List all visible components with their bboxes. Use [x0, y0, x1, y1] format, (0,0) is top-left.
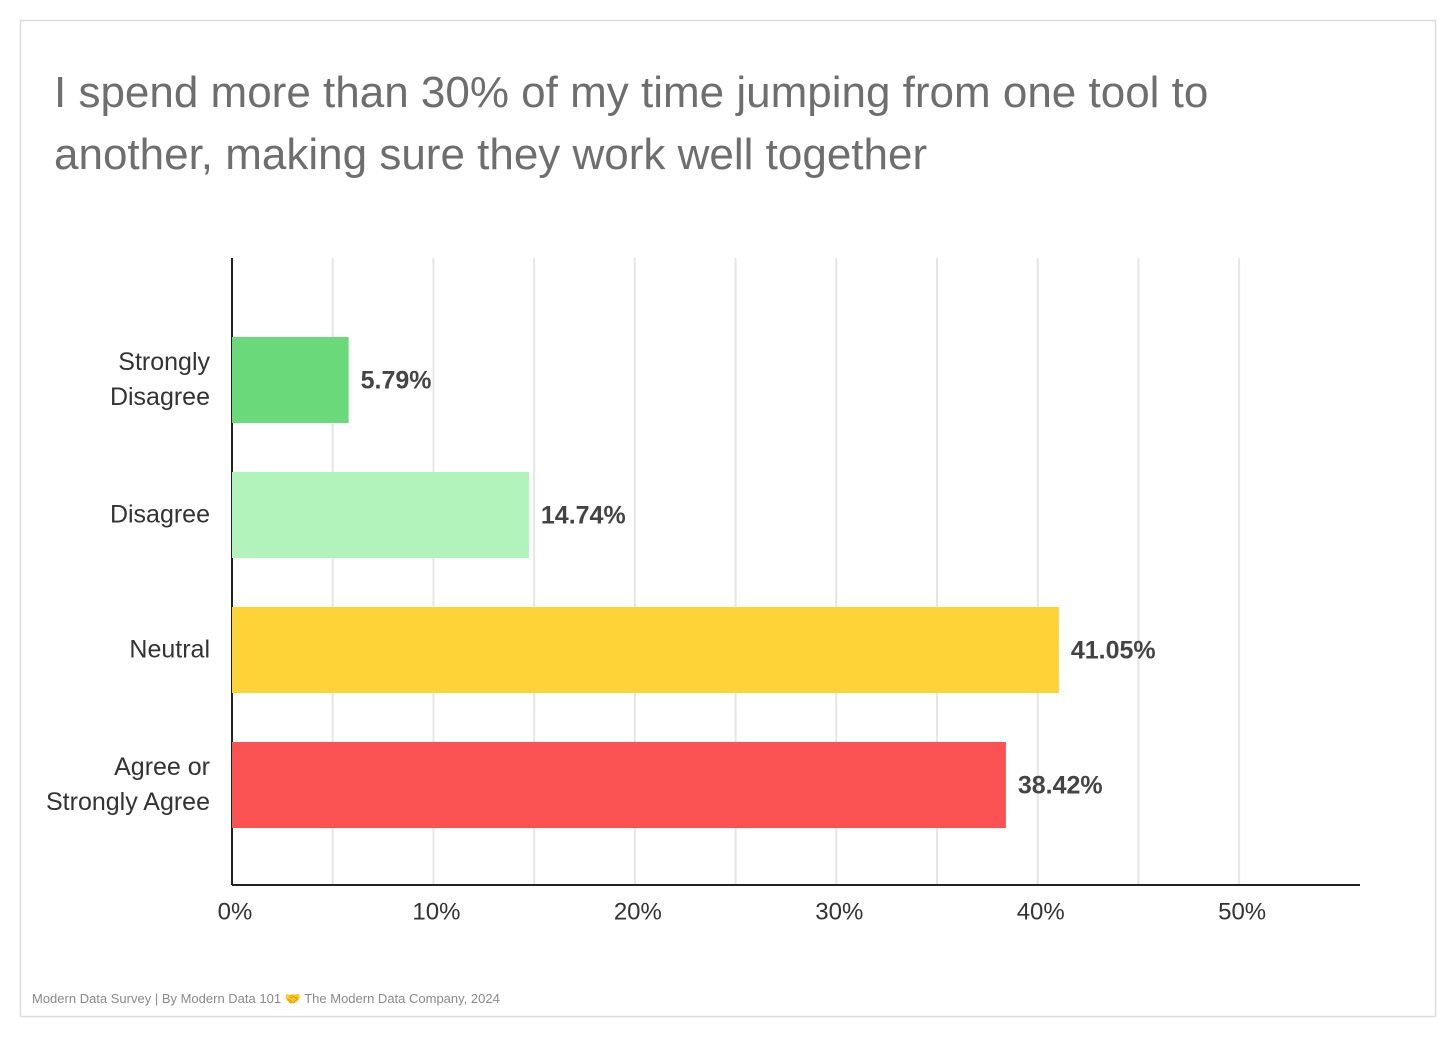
- bar: [232, 472, 529, 558]
- value-label: 38.42%: [1018, 772, 1103, 800]
- value-label: 5.79%: [361, 367, 432, 395]
- y-category-label: Agree or Strongly Agree: [46, 753, 210, 816]
- value-label: 14.74%: [541, 502, 626, 530]
- value-label: 41.05%: [1071, 637, 1156, 665]
- footer-note: Modern Data Survey | By Modern Data 101 …: [32, 991, 500, 1006]
- y-category-label: Neutral: [129, 635, 210, 664]
- bar: [232, 607, 1059, 693]
- x-tick-label: 30%: [815, 898, 863, 925]
- x-tick-label: 50%: [1218, 898, 1266, 925]
- x-tick-label: 0%: [218, 898, 253, 925]
- x-tick-label: 40%: [1017, 898, 1065, 925]
- card-border: [19, 19, 1437, 1018]
- y-category-label: Strongly Disagree: [109, 348, 210, 411]
- y-category-label: Disagree: [109, 500, 210, 529]
- x-tick-label: 10%: [412, 898, 460, 925]
- bar: [232, 742, 1006, 828]
- bar: [232, 337, 349, 423]
- chart-title: I spend more than 30% of my time jumping…: [54, 68, 1209, 179]
- x-tick-label: 20%: [614, 898, 662, 925]
